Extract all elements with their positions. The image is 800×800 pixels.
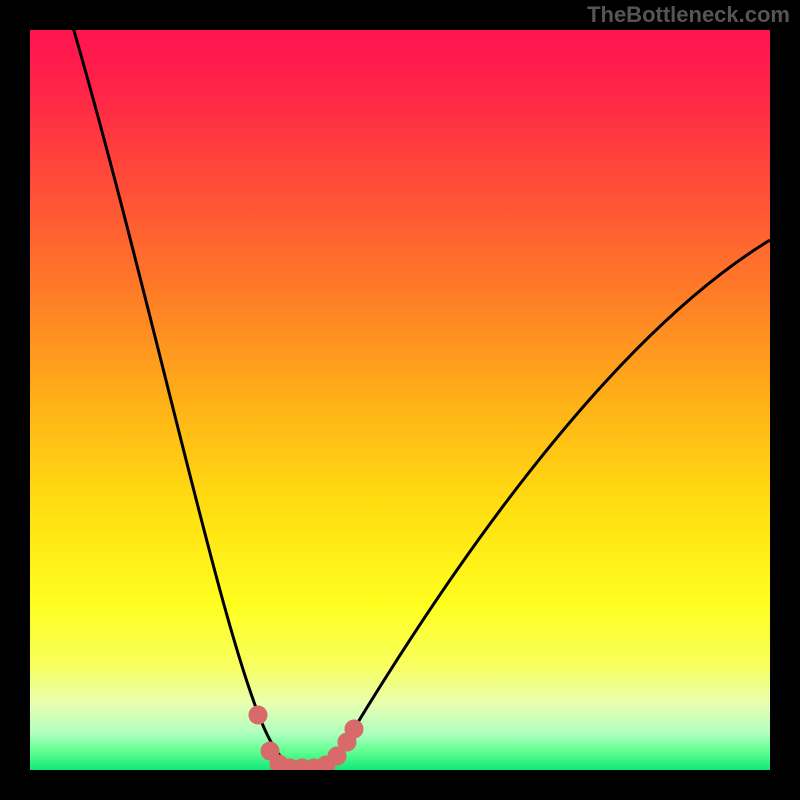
watermark-text: TheBottleneck.com <box>587 2 790 28</box>
chart-background <box>30 30 770 770</box>
chart-svg <box>30 30 770 770</box>
marker-point <box>249 706 267 724</box>
bottleneck-chart <box>30 30 770 770</box>
marker-point <box>345 720 363 738</box>
